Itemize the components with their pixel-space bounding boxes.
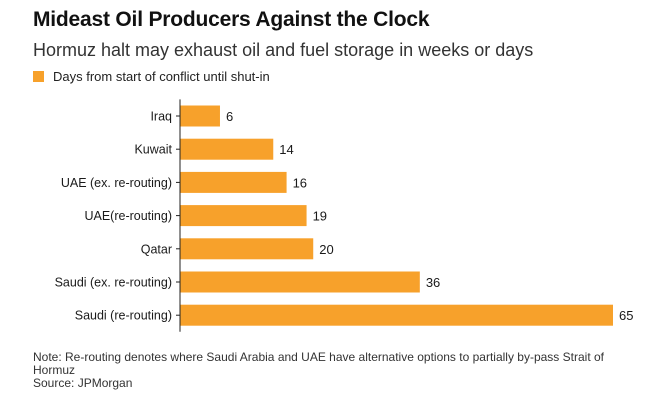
bar-chart: Iraq 6 Kuwait 14 UAE (ex. re-routing) 16 UAE(r… xyxy=(55,99,633,332)
bar-qatar xyxy=(180,238,314,260)
data-label-qatar: 20 xyxy=(319,242,333,257)
legend-swatch xyxy=(33,71,44,82)
data-label-iraq: 6 xyxy=(226,109,233,124)
category-label-qatar: Qatar xyxy=(141,242,172,256)
chart-source: Source: JPMorgan xyxy=(33,376,133,390)
data-label-uae-ex-re-routing: 16 xyxy=(293,175,307,190)
bar-kuwait xyxy=(180,138,274,160)
data-label-kuwait: 14 xyxy=(279,142,293,157)
data-label-uae-re-routing: 19 xyxy=(313,209,327,224)
bar-iraq xyxy=(180,105,220,127)
bar-uae-ex-re-routing xyxy=(180,171,287,193)
bar-saudi-re-routing xyxy=(180,304,613,326)
bar-uae-re-routing xyxy=(180,205,307,227)
bar-saudi-ex-re-routing xyxy=(180,271,420,293)
category-label-uae-re-routing: UAE(re-routing) xyxy=(84,209,172,223)
chart-title: Mideast Oil Producers Against the Clock xyxy=(33,8,430,31)
legend-label: Days from start of conflict until shut-i… xyxy=(53,69,270,84)
category-label-iraq: Iraq xyxy=(150,110,172,124)
data-label-saudi-re-routing: 65 xyxy=(619,308,633,323)
chart-note: Note: Re-routing denotes where Saudi Ara… xyxy=(33,350,604,377)
category-label-kuwait: Kuwait xyxy=(134,143,172,157)
chart-subtitle: Hormuz halt may exhaust oil and fuel sto… xyxy=(33,40,534,60)
legend: Days from start of conflict until shut-i… xyxy=(33,69,270,84)
category-label-uae-ex-re-routing: UAE (ex. re-routing) xyxy=(61,176,172,190)
chart-footer: Note: Re-routing denotes where Saudi Ara… xyxy=(33,351,633,390)
category-label-saudi-ex-re-routing: Saudi (ex. re-routing) xyxy=(55,276,172,290)
data-label-saudi-ex-re-routing: 36 xyxy=(426,275,440,290)
category-label-saudi-re-routing: Saudi (re-routing) xyxy=(75,309,172,323)
